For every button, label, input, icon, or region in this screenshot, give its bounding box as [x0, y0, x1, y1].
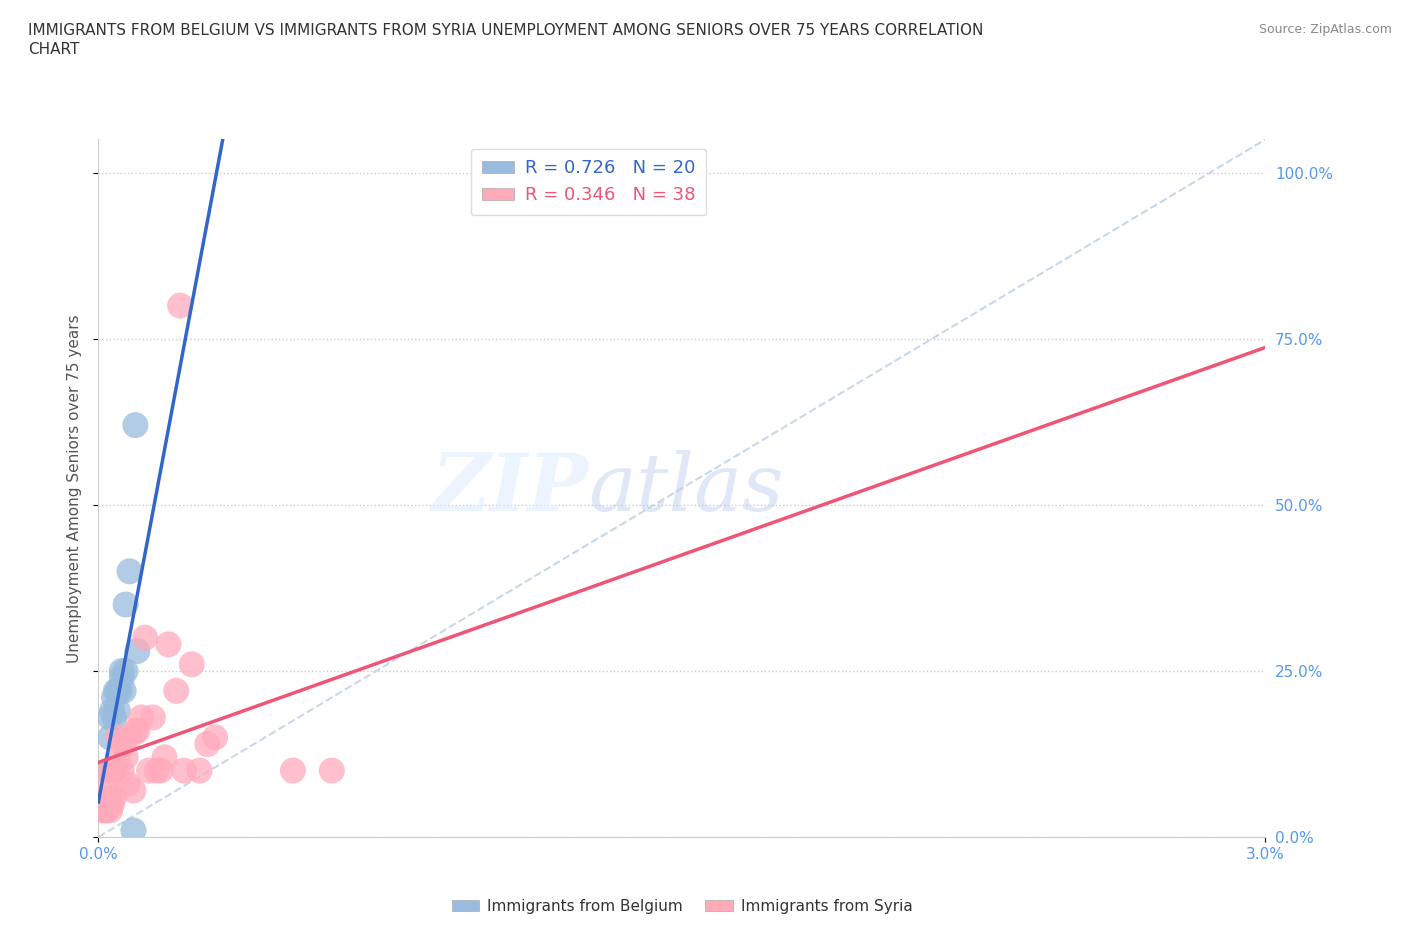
Point: [127, 724, 149, 738]
Text: CHART: CHART: [28, 42, 80, 57]
Y-axis label: Unemployment Among Seniors over 75 years: Unemployment Among Seniors over 75 years: [67, 314, 83, 662]
Point: [103, 790, 125, 804]
Point: [169, 299, 191, 313]
Point: [149, 764, 172, 778]
Point: [142, 710, 165, 724]
Point: [107, 703, 129, 718]
Point: [165, 684, 187, 698]
Point: [101, 703, 124, 718]
Point: [108, 684, 131, 698]
Point: [104, 684, 127, 698]
Point: [204, 730, 226, 745]
Point: [127, 644, 149, 658]
Point: [124, 418, 146, 432]
Point: [101, 764, 124, 778]
Point: [281, 764, 304, 778]
Text: ZIP: ZIP: [432, 449, 589, 527]
Point: [118, 564, 141, 578]
Point: [98, 764, 121, 778]
Point: [97, 777, 120, 791]
Point: [124, 724, 146, 738]
Point: [114, 597, 136, 612]
Point: [122, 783, 145, 798]
Point: [93, 796, 115, 811]
Point: [96, 803, 118, 817]
Point: [98, 803, 121, 817]
Point: [117, 777, 139, 791]
Point: [112, 737, 135, 751]
Point: [97, 790, 120, 804]
Point: [103, 690, 125, 705]
Point: [107, 684, 129, 698]
Point: [112, 684, 135, 698]
Point: [118, 730, 141, 745]
Point: [98, 710, 121, 724]
Point: [91, 803, 114, 817]
Point: [153, 750, 176, 764]
Point: [188, 764, 211, 778]
Point: [114, 750, 136, 764]
Point: [111, 671, 134, 685]
Point: [98, 730, 121, 745]
Text: IMMIGRANTS FROM BELGIUM VS IMMIGRANTS FROM SYRIA UNEMPLOYMENT AMONG SENIORS OVER: IMMIGRANTS FROM BELGIUM VS IMMIGRANTS FR…: [28, 23, 983, 38]
Point: [134, 631, 156, 645]
Point: [180, 657, 202, 671]
Point: [101, 796, 124, 811]
Text: Source: ZipAtlas.com: Source: ZipAtlas.com: [1258, 23, 1392, 36]
Point: [122, 823, 145, 838]
Point: [138, 764, 160, 778]
Point: [114, 663, 136, 678]
Point: [129, 710, 152, 724]
Point: [321, 764, 343, 778]
Point: [103, 710, 125, 724]
Point: [111, 663, 134, 678]
Point: [103, 764, 125, 778]
Point: [173, 764, 195, 778]
Point: [195, 737, 218, 751]
Text: atlas: atlas: [589, 449, 785, 527]
Point: [146, 764, 169, 778]
Legend: Immigrants from Belgium, Immigrants from Syria: Immigrants from Belgium, Immigrants from…: [446, 893, 918, 920]
Point: [107, 730, 129, 745]
Point: [96, 803, 118, 817]
Point: [107, 750, 129, 764]
Point: [157, 637, 180, 652]
Point: [97, 764, 120, 778]
Point: [111, 764, 134, 778]
